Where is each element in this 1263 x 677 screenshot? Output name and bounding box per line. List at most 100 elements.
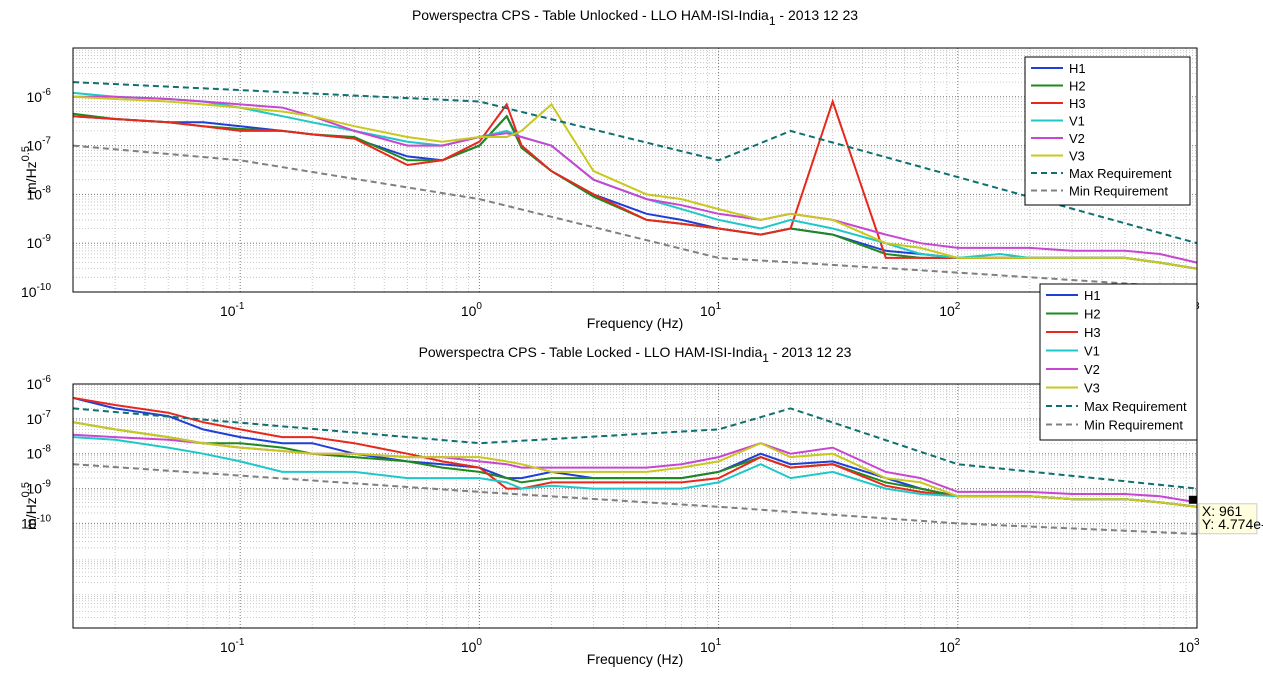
x-tick-label-base: 10 <box>461 303 477 319</box>
y-tick-label: 10-10 <box>21 282 51 300</box>
chart-title-main: Powerspectra CPS - Table Locked - LLO HA… <box>419 344 763 360</box>
x-tick-label-exponent: 1 <box>716 301 722 312</box>
plot-frame <box>72 383 1198 629</box>
datatip-x: X: 961 <box>1202 503 1243 519</box>
y-tick-label-exponent: -9 <box>42 233 51 244</box>
x-tick-label: 101 <box>700 301 722 319</box>
series-line <box>72 421 1198 508</box>
y-tick-label: 10-6 <box>27 374 52 392</box>
y-tick-label: 10-7 <box>27 136 52 154</box>
y-tick-label-base: 10 <box>27 138 43 154</box>
legend-box <box>1024 56 1191 206</box>
y-tick-label-base: 10 <box>27 376 43 392</box>
y-axis-label-main: m/Hz <box>23 161 39 194</box>
series-line <box>72 95 1198 270</box>
y-tick-label-base: 10 <box>27 186 43 202</box>
y-tick-label: 10-9 <box>27 233 52 251</box>
chart-title-main: Powerspectra CPS - Table Unlocked - LLO … <box>412 7 769 23</box>
x-tick-label-base: 10 <box>939 303 955 319</box>
y-tick-label: 10-9 <box>27 479 52 497</box>
y-tick-label-base: 10 <box>27 411 43 427</box>
datatip-y: Y: 4.774e-010 <box>1202 516 1263 532</box>
x-axis-label: Frequency (Hz) <box>587 315 683 331</box>
series-line <box>73 95 1198 264</box>
legend-label: H1 <box>1069 61 1086 76</box>
x-tick-label-exponent: 2 <box>955 301 961 312</box>
x-tick-label: 101 <box>700 637 722 655</box>
x-tick-label-exponent: 0 <box>476 637 482 648</box>
legend-label: H3 <box>1069 96 1086 111</box>
legend-label: H2 <box>1069 79 1086 94</box>
chart-title-suffix: - 2013 12 23 <box>769 344 852 360</box>
chart-title-suffix: - 2013 12 23 <box>776 7 859 23</box>
y-tick-label-exponent: -6 <box>42 87 51 98</box>
y-tick-label-exponent: -6 <box>42 374 51 385</box>
x-tick-label: 102 <box>939 637 961 655</box>
y-tick-label-base: 10 <box>21 284 37 300</box>
chart-title-subscript: 1 <box>769 14 776 28</box>
x-tick-label-exponent: -1 <box>236 637 245 648</box>
chart-title-subscript: 1 <box>762 351 769 365</box>
y-tick-label: 10-7 <box>27 409 52 427</box>
legend-label: V3 <box>1069 149 1085 164</box>
series-line <box>72 463 1198 535</box>
legend-label: V1 <box>1069 114 1085 129</box>
x-tick-label-exponent: 3 <box>1194 637 1200 648</box>
y-tick-label-exponent: -9 <box>42 479 51 490</box>
datatip-box <box>1198 503 1258 535</box>
y-tick-label-base: 10 <box>27 446 43 462</box>
y-tick-label: 10-8 <box>27 184 52 202</box>
x-tick-label-base: 10 <box>220 303 236 319</box>
datatip-marker <box>1188 495 1197 504</box>
legend-label: V1 <box>1084 344 1100 359</box>
y-tick-label: 10-10 <box>21 513 51 531</box>
x-axis-label: Frequency (Hz) <box>587 651 683 667</box>
y-axis-label: m/Hz0.5 <box>20 146 39 194</box>
x-tick-label: 100 <box>461 301 483 319</box>
y-tick-label: 10-6 <box>27 87 52 105</box>
chart-title: Powerspectra CPS - Table Unlocked - LLO … <box>412 7 858 28</box>
legend-label: Min Requirement <box>1069 184 1168 199</box>
x-tick-label-base: 10 <box>220 639 236 655</box>
y-tick-label-exponent: -10 <box>37 282 52 293</box>
legend-label: H3 <box>1084 325 1101 340</box>
x-tick-label: 10-1 <box>220 301 245 319</box>
legend-label: Max Requirement <box>1084 399 1187 414</box>
y-axis-label-exponent: 0.5 <box>20 146 32 161</box>
y-tick-label-exponent: -7 <box>42 409 51 420</box>
plot-frame <box>72 47 1198 293</box>
x-tick-label-base: 10 <box>461 639 477 655</box>
chart-title: Powerspectra CPS - Table Locked - LLO HA… <box>419 344 852 365</box>
legend-label: H1 <box>1084 288 1101 303</box>
x-tick-label: 10-1 <box>220 637 245 655</box>
legend-label: V2 <box>1084 362 1100 377</box>
plot-area <box>73 384 1197 628</box>
x-tick-label: 103 <box>1178 637 1200 655</box>
x-tick-label-base: 10 <box>939 639 955 655</box>
x-tick-label: 100 <box>461 637 483 655</box>
x-tick-label-base: 10 <box>700 303 716 319</box>
series-line <box>72 144 1198 290</box>
y-tick-label-base: 10 <box>27 481 43 497</box>
x-tick-label-base: 10 <box>1178 639 1194 655</box>
x-tick-label: 102 <box>939 301 961 319</box>
series-line <box>72 407 1198 490</box>
legend-label: H2 <box>1084 307 1101 322</box>
y-tick-label-base: 10 <box>27 235 43 251</box>
x-tick-label-base: 10 <box>700 639 716 655</box>
y-axis-label: m/Hz0.5 <box>20 482 39 530</box>
y-tick-label-exponent: -8 <box>42 184 51 195</box>
legend-label: V2 <box>1069 131 1085 146</box>
legend-label: Min Requirement <box>1084 418 1183 433</box>
y-tick-label-exponent: -10 <box>37 513 52 524</box>
y-tick-label-base: 10 <box>27 89 43 105</box>
legend-label: V3 <box>1084 381 1100 396</box>
legend-box <box>1039 283 1198 441</box>
x-tick-label-exponent: 2 <box>955 637 961 648</box>
x-tick-label-exponent: 1 <box>716 637 722 648</box>
x-tick-label-exponent: -1 <box>236 301 245 312</box>
legend-label: Max Requirement <box>1069 166 1172 181</box>
y-tick-label: 10-8 <box>27 444 52 462</box>
